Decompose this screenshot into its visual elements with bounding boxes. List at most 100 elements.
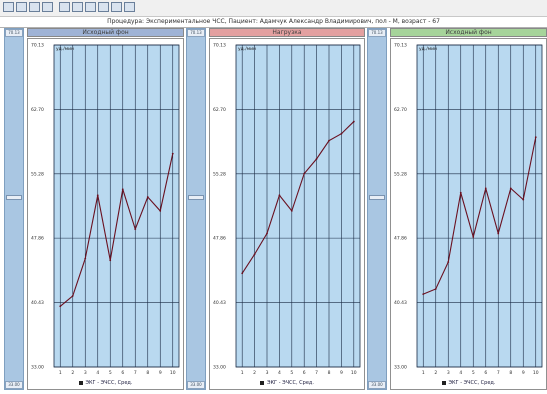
x-tick-label: 7 (134, 370, 137, 376)
y-tick-label: 33.00 (213, 365, 226, 371)
chart-panel: 70.13 33.00 Нагрузка 1 2 3 4 5 6 7 8 9 10 33.00 40.43 4… (186, 28, 365, 390)
x-tick-label: 7 (315, 370, 318, 376)
y-tick-label: 55.28 (31, 171, 44, 177)
x-tick-label: 4 (459, 370, 462, 376)
panel-header: Исходный фон (27, 28, 184, 37)
y-tick-label: 55.28 (394, 171, 407, 177)
panel-header: Нагрузка (209, 28, 365, 37)
x-tick-label: 10 (170, 370, 176, 376)
y-tick-label: 55.28 (213, 171, 226, 177)
toolbar (0, 0, 547, 17)
x-tick-label: 3 (266, 370, 269, 376)
data-point (447, 261, 450, 263)
slider-bottom-value: 33.00 (187, 381, 205, 389)
chart-plot: 1 2 3 4 5 6 7 8 9 10 33.00 40.43 47.86 55.28 62.70 70.1… (390, 38, 547, 390)
chart-plot: 1 2 3 4 5 6 7 8 9 10 33.00 40.43 47.86 55.28 62.70 70.1… (27, 38, 184, 390)
data-point (509, 187, 512, 190)
data-point (253, 253, 256, 256)
x-tick-label: 9 (340, 370, 343, 376)
data-point (134, 228, 137, 231)
legend-label: ЭКГ - ЭЧСС, Сред. (85, 380, 133, 386)
x-tick-label: 3 (84, 370, 87, 376)
y-tick-label: 62.70 (31, 107, 44, 113)
chart-panel: 70.13 33.00 Исходный фон 1 2 3 4 5 6 7 8 9 10 33.00 40… (367, 28, 547, 390)
series-line (241, 121, 355, 274)
series-line (59, 153, 174, 307)
legend-swatch (441, 380, 446, 385)
x-tick-label: 3 (447, 370, 450, 376)
data-point (328, 139, 330, 142)
slider-top-value: 70.13 (5, 29, 23, 37)
data-point (109, 259, 112, 262)
scale-slider[interactable]: 70.13 33.00 (367, 28, 387, 390)
series-line (423, 137, 537, 295)
x-tick-label: 2 (434, 370, 437, 376)
y-tick-label: 70.13 (213, 43, 226, 49)
print-icon[interactable] (16, 2, 27, 12)
paste-icon[interactable] (98, 2, 109, 12)
legend-label: ЭКГ - ЭЧСС, Сред. (448, 380, 496, 386)
x-tick-label: 6 (303, 370, 306, 376)
legend-swatch (260, 380, 265, 385)
x-tick-label: 1 (241, 370, 244, 376)
x-tick-label: 6 (121, 370, 124, 376)
unit-label: уд./мин (419, 46, 437, 52)
chart-svg: 1 2 3 4 5 6 7 8 9 10 33.00 40.43 47.86 55.28 62.70 70.1… (31, 43, 180, 376)
x-tick-label: 9 (522, 370, 525, 376)
window-title: Процедура: Экспериментальное ЧСС, Пациен… (0, 17, 547, 28)
scale-slider[interactable]: 70.13 33.00 (186, 28, 206, 390)
x-tick-label: 10 (351, 370, 357, 376)
chart-icon[interactable] (42, 2, 53, 12)
chart-plot: 1 2 3 4 5 6 7 8 9 10 33.00 40.43 47.86 55.28 62.70 70.1… (209, 38, 365, 390)
data-point (121, 188, 124, 191)
x-tick-label: 2 (253, 370, 256, 376)
export-icon[interactable] (111, 2, 122, 12)
x-tick-label: 1 (59, 370, 62, 376)
y-tick-label: 70.13 (394, 43, 407, 49)
legend-label: ЭКГ - ЭЧСС, Сред. (267, 380, 314, 386)
chart-svg: 1 2 3 4 5 6 7 8 9 10 33.00 40.43 47.86 55.28 62.70 70.1… (394, 43, 543, 376)
y-tick-label: 40.43 (394, 300, 407, 306)
slider-thumb[interactable] (6, 195, 22, 200)
x-tick-label: 9 (159, 370, 162, 376)
data-point (315, 157, 318, 160)
x-tick-label: 6 (484, 370, 487, 376)
y-tick-label: 47.86 (31, 236, 44, 242)
grid-icon[interactable] (72, 2, 83, 12)
slider-thumb[interactable] (188, 195, 204, 200)
panel-header: Исходный фон (390, 28, 547, 37)
zoom-icon[interactable] (59, 2, 70, 12)
data-point (84, 257, 87, 260)
slider-bottom-value: 33.00 (368, 381, 386, 389)
data-point (96, 194, 99, 197)
data-point (303, 172, 306, 175)
scale-slider[interactable]: 70.13 33.00 (4, 28, 24, 390)
x-tick-label: 7 (497, 370, 500, 376)
data-point (266, 232, 268, 235)
y-tick-label: 47.86 (394, 236, 407, 242)
data-point (241, 272, 244, 275)
x-tick-label: 1 (422, 370, 425, 376)
data-point (472, 236, 475, 238)
x-tick-label: 8 (328, 370, 331, 376)
y-tick-label: 47.86 (213, 236, 226, 242)
x-tick-label: 5 (472, 370, 475, 376)
copy-icon[interactable] (85, 2, 96, 12)
slider-thumb[interactable] (369, 195, 385, 200)
table-icon[interactable] (29, 2, 40, 12)
y-tick-label: 62.70 (213, 107, 226, 113)
data-point (434, 288, 437, 290)
settings-icon[interactable] (124, 2, 135, 12)
x-tick-label: 4 (96, 370, 99, 376)
x-tick-label: 4 (278, 370, 281, 376)
data-point (484, 187, 487, 190)
plot-area (53, 44, 180, 368)
legend: ЭКГ - ЭЧСС, Сред. (28, 380, 183, 386)
slider-top-value: 70.13 (368, 29, 386, 37)
y-tick-label: 70.13 (31, 43, 44, 49)
data-point (146, 196, 149, 198)
data-point (59, 305, 62, 308)
save-icon[interactable] (3, 2, 14, 12)
data-point (497, 232, 500, 235)
data-point (71, 294, 74, 297)
